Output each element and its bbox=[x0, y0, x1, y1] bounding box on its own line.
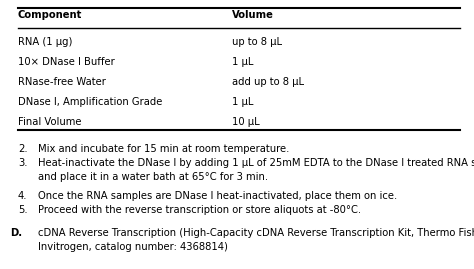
Text: 1 μL: 1 μL bbox=[232, 57, 254, 67]
Text: 10× DNase I Buffer: 10× DNase I Buffer bbox=[18, 57, 115, 67]
Text: Final Volume: Final Volume bbox=[18, 117, 82, 127]
Text: Component: Component bbox=[18, 10, 82, 20]
Text: and place it in a water bath at 65°C for 3 min.: and place it in a water bath at 65°C for… bbox=[38, 172, 268, 182]
Text: 2.: 2. bbox=[18, 144, 27, 154]
Text: Invitrogen, catalog number: 4368814): Invitrogen, catalog number: 4368814) bbox=[38, 242, 228, 252]
Text: D.: D. bbox=[10, 228, 22, 238]
Text: 10 μL: 10 μL bbox=[232, 117, 260, 127]
Text: 5.: 5. bbox=[18, 205, 27, 215]
Text: Volume: Volume bbox=[232, 10, 274, 20]
Text: Heat-inactivate the DNase I by adding 1 μL of 25mM EDTA to the DNase I treated R: Heat-inactivate the DNase I by adding 1 … bbox=[38, 158, 474, 168]
Text: 4.: 4. bbox=[18, 191, 27, 201]
Text: DNase I, Amplification Grade: DNase I, Amplification Grade bbox=[18, 97, 163, 107]
Text: 3.: 3. bbox=[18, 158, 27, 168]
Text: 1 μL: 1 μL bbox=[232, 97, 254, 107]
Text: add up to 8 μL: add up to 8 μL bbox=[232, 77, 304, 87]
Text: RNase-free Water: RNase-free Water bbox=[18, 77, 106, 87]
Text: Once the RNA samples are DNase I heat-inactivated, place them on ice.: Once the RNA samples are DNase I heat-in… bbox=[38, 191, 397, 201]
Text: cDNA Reverse Transcription (High-Capacity cDNA Reverse Transcription Kit, Thermo: cDNA Reverse Transcription (High-Capacit… bbox=[38, 228, 474, 238]
Text: up to 8 μL: up to 8 μL bbox=[232, 37, 282, 47]
Text: Proceed with the reverse transcription or store aliquots at -80°C.: Proceed with the reverse transcription o… bbox=[38, 205, 361, 215]
Text: Mix and incubate for 15 min at room temperature.: Mix and incubate for 15 min at room temp… bbox=[38, 144, 289, 154]
Text: RNA (1 μg): RNA (1 μg) bbox=[18, 37, 73, 47]
